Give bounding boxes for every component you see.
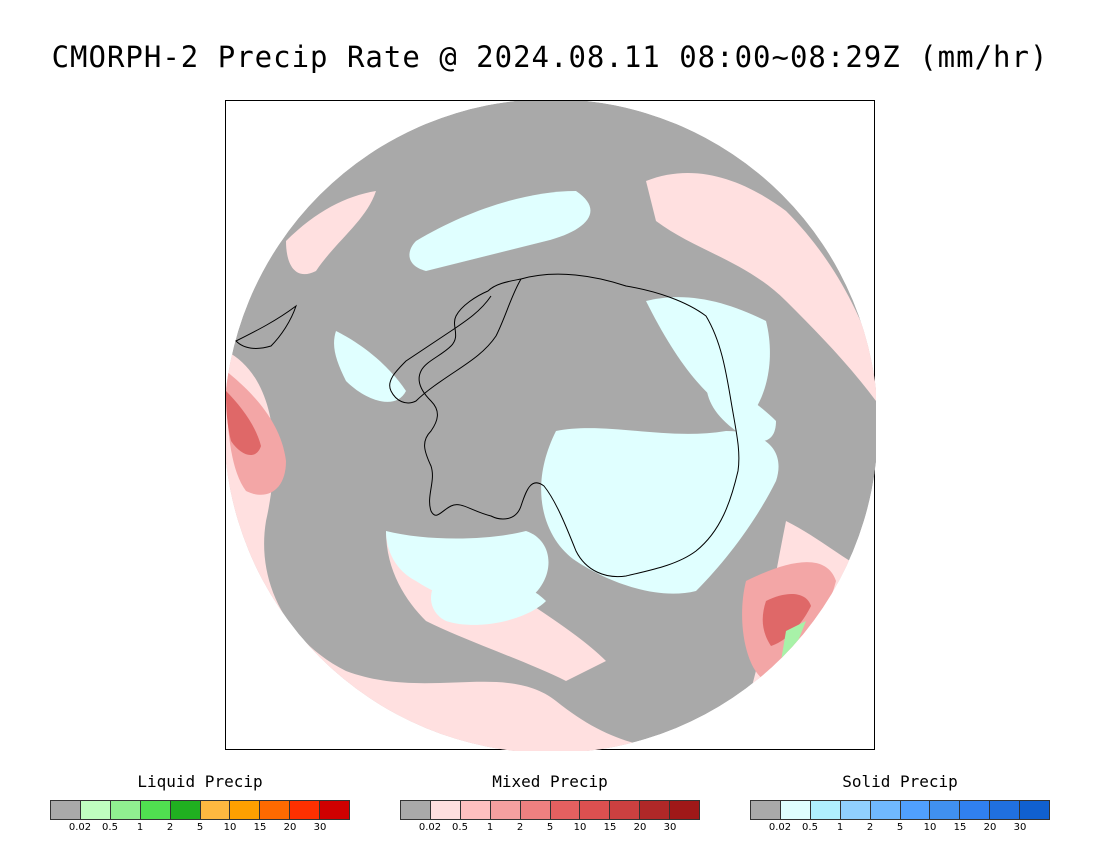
legend-tick-label: 30	[313, 822, 327, 833]
legend-tick-label: 15	[253, 822, 267, 833]
south-america-tip	[235, 304, 297, 349]
legend-tick-label: 20	[633, 822, 647, 833]
mixed-precip-heavy-regions	[226, 371, 836, 681]
legend-swatch	[460, 801, 491, 819]
legend-swatch	[51, 801, 81, 819]
legend-swatch	[430, 801, 461, 819]
legend-swatch	[640, 801, 671, 819]
legend-solid: Solid Precip 0.02 0.5 1 2 5 10 15 20 30	[750, 772, 1050, 836]
legend-swatch	[840, 801, 871, 819]
legend-title-solid: Solid Precip	[842, 772, 958, 791]
legend-swatch	[580, 801, 611, 819]
legend-tick-label: 30	[663, 822, 677, 833]
legend-tick-label: 5	[196, 822, 204, 833]
legend-tick-label: 15	[953, 822, 967, 833]
legend-tick-label: 10	[923, 822, 937, 833]
legend-swatch	[670, 801, 700, 819]
legend-mixed: Mixed Precip 0.02 0.5 1 2 5 10 15 20 30	[400, 772, 700, 836]
legend-tick-label: 2	[516, 822, 524, 833]
legend-ticks-solid: 0.02 0.5 1 2 5 10 15 20 30	[750, 822, 1050, 836]
legend-swatch	[870, 801, 901, 819]
legend-tick-label: 0.02	[418, 822, 442, 833]
legend-tick-label: 2	[166, 822, 174, 833]
legend-swatch	[80, 801, 111, 819]
legend-swatch	[401, 801, 431, 819]
map-panel	[225, 100, 876, 751]
legend-bar-liquid	[50, 800, 350, 820]
legend-tick-label: 5	[896, 822, 904, 833]
legend-ticks-liquid: 0.02 0.5 1 2 5 10 15 20 30	[50, 822, 350, 836]
legend-tick-label: 30	[1013, 822, 1027, 833]
legend-swatch	[900, 801, 931, 819]
legend-swatch	[170, 801, 201, 819]
legend-tick-label: 5	[546, 822, 554, 833]
polar-map	[226, 101, 876, 751]
legend-tick-label: 0.02	[768, 822, 792, 833]
legend-swatch	[751, 801, 781, 819]
antarctic-peninsula	[389, 278, 522, 404]
legend-tick-label: 0.5	[452, 822, 468, 833]
legend-title-liquid: Liquid Precip	[137, 772, 263, 791]
legend-swatch	[1020, 801, 1050, 819]
chart-title: CMORPH-2 Precip Rate @ 2024.08.11 08:00~…	[51, 40, 1049, 74]
liquid-precip-region	[781, 621, 806, 661]
legend-bar-solid	[750, 800, 1050, 820]
legend-swatch	[320, 801, 350, 819]
solid-precip-regions	[334, 191, 779, 625]
legend-swatch	[990, 801, 1021, 819]
legend-swatch	[490, 801, 521, 819]
legend-swatch	[260, 801, 291, 819]
legend-liquid: Liquid Precip 0.02 0.5 1 2 5 10 15 20 30	[50, 772, 350, 836]
legend-tick-label: 0.5	[802, 822, 818, 833]
legend-tick-label: 20	[283, 822, 297, 833]
legend-swatch	[290, 801, 321, 819]
no-precip-background	[226, 101, 876, 751]
legend-ticks-mixed: 0.02 0.5 1 2 5 10 15 20 30	[400, 822, 700, 836]
legend-swatch	[550, 801, 581, 819]
legend-swatch	[780, 801, 811, 819]
legend-tick-label: 20	[983, 822, 997, 833]
legend-swatch	[230, 801, 261, 819]
legend-swatch	[520, 801, 551, 819]
legend-tick-label: 0.5	[102, 822, 118, 833]
legend-tick-label: 10	[573, 822, 587, 833]
legend-swatch	[810, 801, 841, 819]
legend-tick-label: 10	[223, 822, 237, 833]
legend-swatch	[960, 801, 991, 819]
legend-tick-label: 15	[603, 822, 617, 833]
legend-bar-mixed	[400, 800, 700, 820]
legend-swatch	[110, 801, 141, 819]
antarctica-coastline	[418, 273, 740, 578]
legend-title-mixed: Mixed Precip	[492, 772, 608, 791]
legend-swatch	[930, 801, 961, 819]
legend-swatch	[610, 801, 641, 819]
legend-swatch	[200, 801, 231, 819]
legend-tick-label: 1	[836, 822, 844, 833]
legend-tick-label: 1	[136, 822, 144, 833]
legend-tick-label: 2	[866, 822, 874, 833]
legend-tick-label: 1	[486, 822, 494, 833]
legend-tick-label: 0.02	[68, 822, 92, 833]
legend-swatch	[140, 801, 171, 819]
